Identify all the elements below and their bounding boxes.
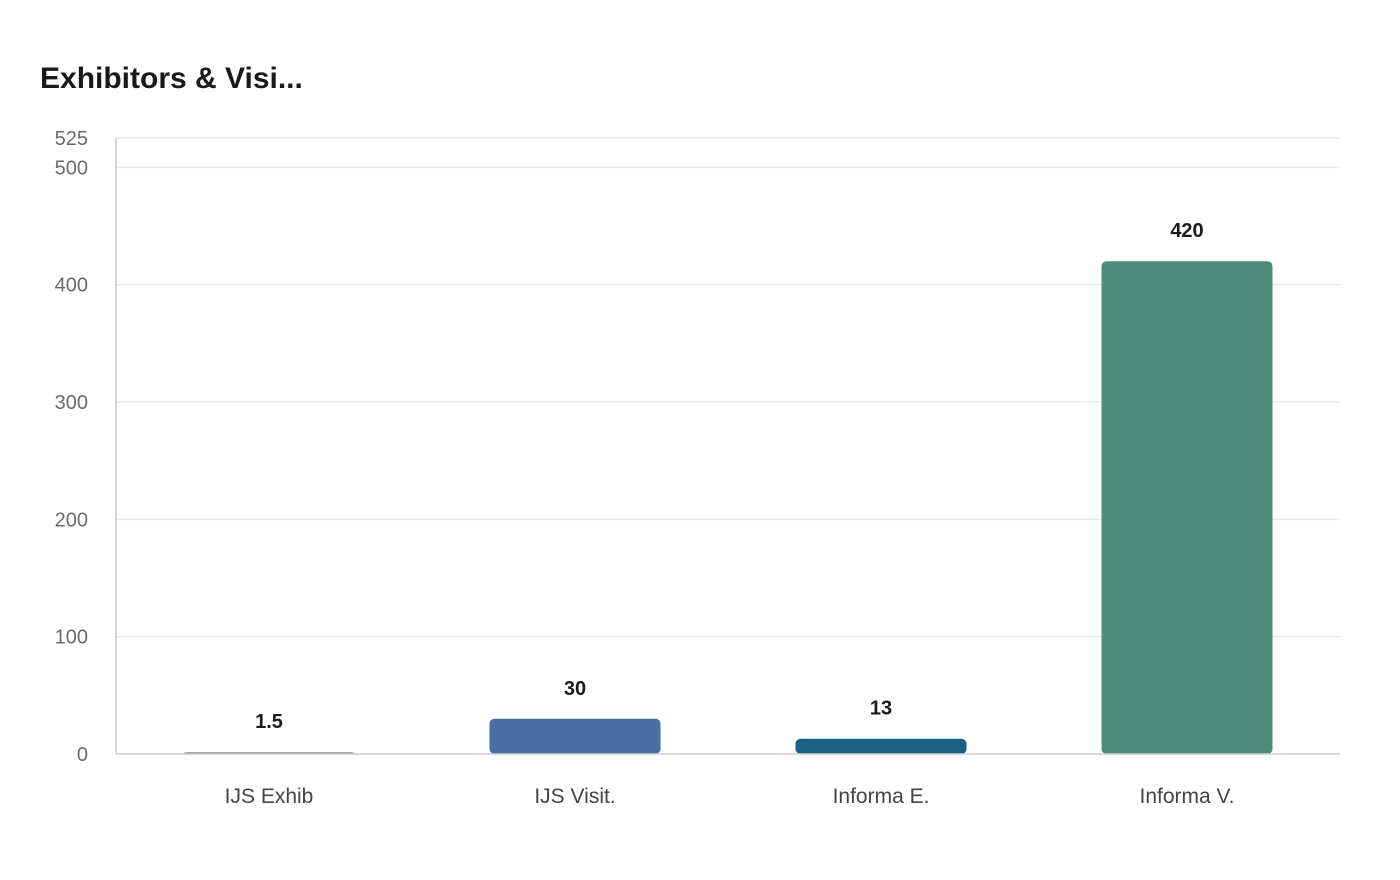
y-tick-label: 500 bbox=[55, 157, 88, 179]
x-tick-label: Informa V. bbox=[1140, 785, 1235, 808]
y-axis-ticks: 0 100 200 300 400 500 525 bbox=[55, 128, 88, 766]
x-axis-ticks: IJS Exhib IJS Visit. Informa E. Informa V. bbox=[225, 785, 1235, 808]
y-tick-label: 100 bbox=[55, 627, 88, 649]
bar bbox=[1101, 261, 1273, 754]
gridlines bbox=[116, 137, 1340, 638]
bar bbox=[489, 718, 661, 754]
chart-title: Exhibitors & Visi... bbox=[40, 62, 303, 95]
y-tick-label: 0 bbox=[77, 744, 88, 766]
bars bbox=[183, 261, 1273, 754]
x-tick-label: Informa E. bbox=[833, 785, 930, 808]
y-tick-label: 400 bbox=[55, 275, 88, 297]
x-tick-label: IJS Visit. bbox=[534, 785, 615, 808]
bar bbox=[795, 738, 967, 754]
y-tick-label: 200 bbox=[55, 509, 88, 531]
data-label: 13 bbox=[870, 698, 892, 720]
y-tick-label: 525 bbox=[55, 128, 88, 150]
x-tick-label: IJS Exhib bbox=[225, 785, 314, 808]
data-labels: 1.5 30 13 420 bbox=[255, 220, 1204, 733]
data-label: 1.5 bbox=[255, 711, 283, 733]
data-label: 30 bbox=[564, 678, 586, 700]
data-label: 420 bbox=[1170, 220, 1203, 242]
y-tick-label: 300 bbox=[55, 392, 88, 414]
